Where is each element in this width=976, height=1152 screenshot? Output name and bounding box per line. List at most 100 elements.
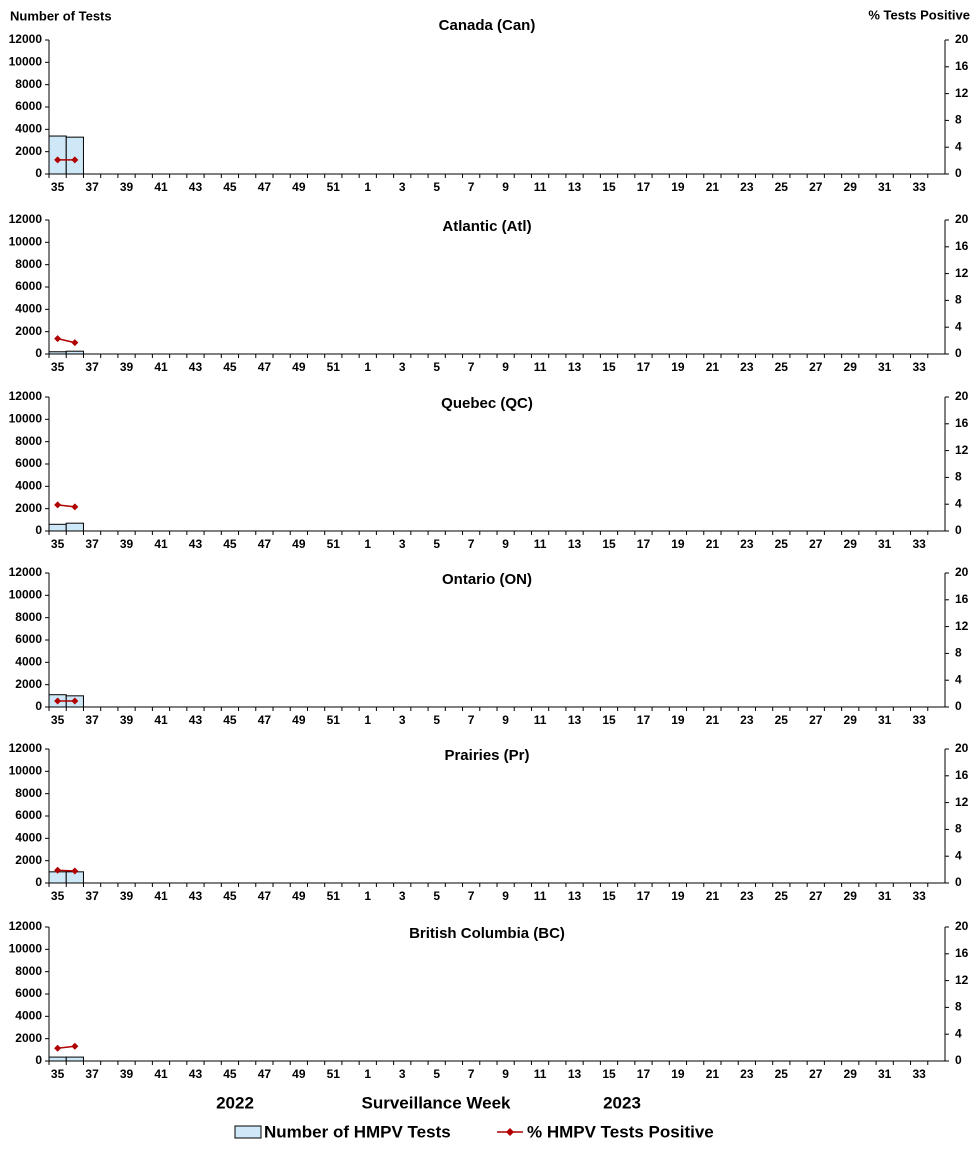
y2-tick-label: 8 (955, 646, 962, 660)
y2-tick-label: 12 (955, 266, 969, 280)
x-tick-label: 7 (468, 180, 475, 194)
x-tick-label: 29 (844, 537, 858, 551)
x-tick-label: 41 (154, 1067, 168, 1081)
x-tick-label: 23 (740, 537, 754, 551)
x-tick-label: 43 (189, 1067, 203, 1081)
x-tick-label: 27 (809, 360, 823, 374)
x-tick-label: 13 (568, 713, 582, 727)
y2-tick-label: 0 (955, 1053, 962, 1067)
y2-tick-label: 12 (955, 443, 969, 457)
y-tick-label: 6000 (15, 279, 42, 293)
x-tick-label: 15 (602, 713, 616, 727)
year-label: 2023 (603, 1093, 641, 1112)
y-tick-label: 10000 (9, 412, 43, 426)
y-tick-label: 6000 (15, 632, 42, 646)
x-tick-label: 5 (433, 360, 440, 374)
x-tick-label: 9 (502, 713, 509, 727)
marker (54, 866, 62, 874)
y2-tick-label: 16 (955, 59, 969, 73)
x-tick-label: 47 (258, 537, 272, 551)
y-tick-label: 0 (35, 1053, 42, 1067)
y2-tick-label: 4 (955, 319, 962, 333)
y-tick-label: 10000 (9, 764, 43, 778)
legend-label: Number of HMPV Tests (264, 1122, 451, 1141)
x-tick-label: 29 (844, 889, 858, 903)
panel-title: Ontario (ON) (442, 571, 532, 588)
year-label: 2022 (216, 1093, 254, 1112)
x-tick-label: 35 (51, 889, 65, 903)
x-tick-label: 31 (878, 360, 892, 374)
x-tick-label: 37 (85, 537, 99, 551)
panel-title: Prairies (Pr) (444, 747, 529, 764)
x-tick-label: 5 (433, 889, 440, 903)
x-tick-label: 9 (502, 180, 509, 194)
x-tick-label: 21 (706, 537, 720, 551)
x-tick-label: 27 (809, 889, 823, 903)
x-tick-label: 3 (399, 889, 406, 903)
x-tick-label: 5 (433, 537, 440, 551)
marker (71, 867, 79, 875)
panel: British Columbia (BC)0200040006000800010… (9, 919, 969, 1081)
x-tick-label: 23 (740, 360, 754, 374)
x-tick-label: 19 (671, 180, 685, 194)
x-tick-label: 5 (433, 713, 440, 727)
y-tick-label: 6000 (15, 808, 42, 822)
x-tick-label: 13 (568, 537, 582, 551)
panel: Ontario (ON) 0 2000 4000 6000 8000 10000 12000 0… (9, 565, 969, 727)
x-tick-label: 49 (292, 360, 306, 374)
y2-tick-label: 12 (955, 795, 969, 809)
x-tick-label: 25 (775, 1067, 789, 1081)
y2-tick-label: 16 (955, 416, 969, 430)
x-tick-label: 13 (568, 360, 582, 374)
marker (71, 697, 79, 705)
marker (71, 503, 79, 511)
x-tick-label: 37 (85, 180, 99, 194)
x-tick-label: 35 (51, 180, 65, 194)
x-tick-label: 7 (468, 360, 475, 374)
x-tick-label: 47 (258, 1067, 272, 1081)
x-tick-label: 9 (502, 537, 509, 551)
x-tick-label: 1 (364, 889, 371, 903)
x-tick-label: 37 (85, 360, 99, 374)
x-tick-label: 37 (85, 889, 99, 903)
y-tick-label: 10000 (9, 942, 43, 956)
x-tick-label: 31 (878, 1067, 892, 1081)
y-tick-label: 12000 (9, 919, 43, 933)
x-tick-label: 15 (602, 889, 616, 903)
x-tick-label: 35 (51, 1067, 65, 1081)
x-tick-label: 39 (120, 1067, 134, 1081)
x-tick-label: 39 (120, 889, 134, 903)
y2-tick-label: 8 (955, 470, 962, 484)
y-tick-label: 0 (35, 346, 42, 360)
bar (65, 522, 84, 532)
y-tick-label: 2000 (15, 144, 42, 158)
x-tick-label: 3 (399, 713, 406, 727)
y2-tick-label: 0 (955, 875, 962, 889)
y-tick-label: 4000 (15, 1009, 42, 1023)
x-tick-label: 21 (706, 889, 720, 903)
x-tick-label: 33 (912, 360, 926, 374)
x-tick-label: 17 (637, 537, 651, 551)
y-tick-label: 10000 (9, 588, 43, 602)
y-tick-label: 6000 (15, 456, 42, 470)
x-tick-label: 27 (809, 537, 823, 551)
y2-tick-label: 0 (955, 523, 962, 537)
x-tick-label: 3 (399, 1067, 406, 1081)
panel-title: British Columbia (BC) (409, 925, 565, 942)
y-tick-label: 4000 (15, 655, 42, 669)
y-tick-label: 0 (35, 523, 42, 537)
x-tick-label: 11 (534, 889, 547, 903)
x-tick-label: 41 (154, 360, 168, 374)
panel-title: Quebec (QC) (441, 395, 533, 412)
x-tick-label: 17 (637, 180, 651, 194)
x-tick-label: 5 (433, 1067, 440, 1081)
y-tick-label: 0 (35, 875, 42, 889)
y-tick-label: 0 (35, 166, 42, 180)
y2-tick-label: 20 (955, 32, 969, 46)
x-tick-label: 17 (637, 1067, 651, 1081)
x-tick-label: 1 (364, 360, 371, 374)
x-tick-label: 33 (912, 1067, 926, 1081)
y-tick-label: 2000 (15, 1031, 42, 1045)
y-tick-label: 2000 (15, 501, 42, 515)
marker (54, 335, 62, 343)
